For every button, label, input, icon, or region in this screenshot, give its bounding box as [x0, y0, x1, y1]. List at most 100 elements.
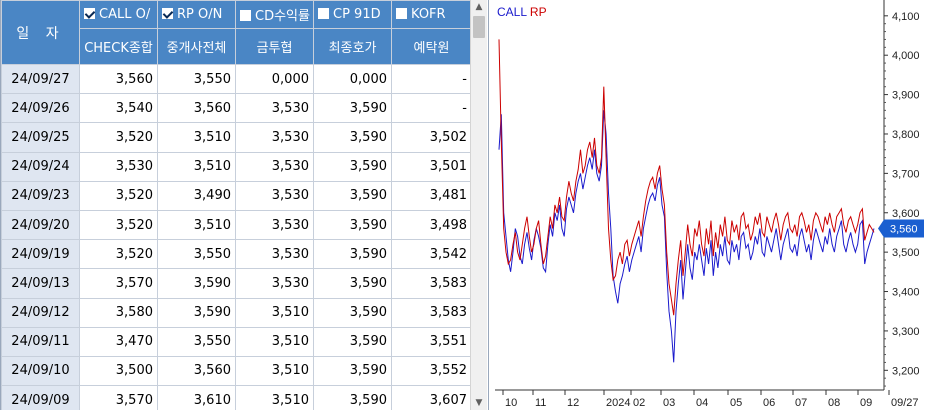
cell-call-on[interactable]: 3,530 — [79, 151, 158, 182]
cell-call-on[interactable]: 3,520 — [79, 209, 158, 241]
checkbox-kofr[interactable] — [396, 8, 407, 19]
cell-cp-91d[interactable]: 3,590 — [313, 326, 392, 357]
column-header-cd-yield[interactable]: CD수익률 — [235, 0, 314, 29]
table-vertical-scrollbar[interactable]: ▲ ▼ — [470, 0, 487, 410]
cell-kofr[interactable]: 3,498 — [391, 209, 470, 241]
cell-cd-yield[interactable]: 3,510 — [235, 355, 314, 387]
cell-kofr[interactable]: 3,542 — [391, 239, 470, 270]
row-date-cell[interactable]: 24/09/12 — [1, 297, 80, 328]
cell-rp-on[interactable]: 3,560 — [157, 355, 236, 387]
cell-call-on[interactable]: 3,540 — [79, 93, 158, 124]
cell-cd-yield[interactable]: 3,530 — [235, 268, 314, 299]
cell-kofr[interactable]: 3,583 — [391, 297, 470, 328]
cell-cd-yield[interactable]: 3,530 — [235, 151, 314, 182]
table-row[interactable]: 24/09/12 3,580 3,590 3,510 3,590 3,583 — [1, 297, 470, 328]
row-date-cell[interactable]: 24/09/13 — [1, 268, 80, 299]
cell-cp-91d[interactable]: 3,590 — [313, 385, 392, 410]
cell-cp-91d[interactable]: 3,590 — [313, 209, 392, 241]
cell-call-on[interactable]: 3,500 — [79, 355, 158, 387]
row-date-cell[interactable]: 24/09/20 — [1, 209, 80, 241]
cell-kofr[interactable]: - — [391, 93, 470, 124]
table-row[interactable]: 24/09/24 3,530 3,510 3,530 3,590 3,501 — [1, 151, 470, 182]
row-date-cell[interactable]: 24/09/25 — [1, 122, 80, 153]
table-row[interactable]: 24/09/20 3,520 3,510 3,530 3,590 3,498 — [1, 209, 470, 241]
cell-cp-91d[interactable]: 3,590 — [313, 268, 392, 299]
cell-cp-91d[interactable]: 3,590 — [313, 180, 392, 211]
cell-cd-yield[interactable]: 3,510 — [235, 326, 314, 357]
cell-rp-on[interactable]: 3,510 — [157, 209, 236, 241]
cell-call-on[interactable]: 3,520 — [79, 239, 158, 270]
table-row[interactable]: 24/09/23 3,520 3,490 3,530 3,590 3,481 — [1, 180, 470, 211]
cell-kofr[interactable]: 3,552 — [391, 355, 470, 387]
cell-kofr[interactable]: 3,502 — [391, 122, 470, 153]
cell-cp-91d[interactable]: 0,000 — [313, 63, 392, 95]
cell-cp-91d[interactable]: 3,590 — [313, 239, 392, 270]
row-date-cell[interactable]: 24/09/10 — [1, 355, 80, 387]
cell-rp-on[interactable]: 3,590 — [157, 268, 236, 299]
cell-cd-yield[interactable]: 3,530 — [235, 122, 314, 153]
checkbox-cd-yield[interactable] — [240, 10, 251, 21]
cell-call-on[interactable]: 3,570 — [79, 385, 158, 410]
table-row[interactable]: 24/09/11 3,470 3,550 3,510 3,590 3,551 — [1, 326, 470, 357]
cell-rp-on[interactable]: 3,490 — [157, 180, 236, 211]
table-row[interactable]: 24/09/27 3,560 3,550 0,000 0,000- — [1, 63, 470, 95]
cell-kofr[interactable]: 3,501 — [391, 151, 470, 182]
row-date-cell[interactable]: 24/09/11 — [1, 326, 80, 357]
table-row[interactable]: 24/09/25 3,520 3,510 3,530 3,590 3,502 — [1, 122, 470, 153]
table-row[interactable]: 24/09/26 3,540 3,560 3,530 3,590- — [1, 93, 470, 124]
cell-rp-on[interactable]: 3,510 — [157, 122, 236, 153]
scroll-up-arrow-icon[interactable]: ▲ — [475, 2, 483, 12]
scrollbar-thumb[interactable] — [473, 16, 485, 38]
cell-rp-on[interactable]: 3,560 — [157, 93, 236, 124]
column-header-cp-91d[interactable]: CP 91D — [313, 0, 392, 29]
cell-rp-on[interactable]: 3,550 — [157, 63, 236, 95]
cell-cp-91d[interactable]: 3,590 — [313, 151, 392, 182]
column-header-rp-on[interactable]: RP O/N — [157, 0, 236, 29]
table-row[interactable]: 24/09/19 3,520 3,550 3,530 3,590 3,542 — [1, 239, 470, 270]
cell-cd-yield[interactable]: 3,530 — [235, 93, 314, 124]
cell-cd-yield[interactable]: 3,530 — [235, 180, 314, 211]
cell-rp-on[interactable]: 3,550 — [157, 326, 236, 357]
cell-call-on[interactable]: 3,520 — [79, 122, 158, 153]
cell-call-on[interactable]: 3,470 — [79, 326, 158, 357]
row-date-cell[interactable]: 24/09/09 — [1, 385, 80, 410]
cell-kofr[interactable]: 3,607 — [391, 385, 470, 410]
cell-kofr[interactable]: 3,481 — [391, 180, 470, 211]
cell-call-on[interactable]: 3,560 — [79, 63, 158, 95]
checkbox-call-on[interactable] — [84, 8, 95, 19]
cell-cp-91d[interactable]: 3,590 — [313, 297, 392, 328]
row-date-cell[interactable]: 24/09/26 — [1, 93, 80, 124]
cell-cd-yield[interactable]: 3,530 — [235, 209, 314, 241]
column-header-kofr[interactable]: KOFR — [391, 0, 470, 29]
row-date-cell[interactable]: 24/09/27 — [1, 63, 80, 95]
date-column-header[interactable]: 일 자 — [1, 0, 80, 65]
column-header-call-on[interactable]: CALL O/ — [79, 0, 158, 29]
cell-cd-yield[interactable]: 0,000 — [235, 63, 314, 95]
row-date-cell[interactable]: 24/09/24 — [1, 151, 80, 182]
y-tick-label: 3,400 — [892, 287, 920, 299]
table-row[interactable]: 24/09/13 3,570 3,590 3,530 3,590 3,583 — [1, 268, 470, 299]
checkbox-rp-on[interactable] — [162, 8, 173, 19]
cell-rp-on[interactable]: 3,550 — [157, 239, 236, 270]
cell-call-on[interactable]: 3,520 — [79, 180, 158, 211]
scroll-down-arrow-icon[interactable]: ▼ — [475, 398, 483, 408]
cell-kofr[interactable]: - — [391, 63, 470, 95]
checkbox-cp-91d[interactable] — [318, 8, 329, 19]
row-date-cell[interactable]: 24/09/23 — [1, 180, 80, 211]
cell-rp-on[interactable]: 3,590 — [157, 297, 236, 328]
cell-rp-on[interactable]: 3,510 — [157, 151, 236, 182]
cell-cd-yield[interactable]: 3,510 — [235, 297, 314, 328]
cell-cd-yield[interactable]: 3,510 — [235, 385, 314, 410]
table-row[interactable]: 24/09/09 3,570 3,610 3,510 3,590 3,607 — [1, 385, 470, 410]
cell-call-on[interactable]: 3,580 — [79, 297, 158, 328]
cell-rp-on[interactable]: 3,610 — [157, 385, 236, 410]
cell-cp-91d[interactable]: 3,590 — [313, 355, 392, 387]
table-row[interactable]: 24/09/10 3,500 3,560 3,510 3,590 3,552 — [1, 355, 470, 387]
cell-call-on[interactable]: 3,570 — [79, 268, 158, 299]
cell-cp-91d[interactable]: 3,590 — [313, 93, 392, 124]
cell-kofr[interactable]: 3,583 — [391, 268, 470, 299]
cell-kofr[interactable]: 3,551 — [391, 326, 470, 357]
row-date-cell[interactable]: 24/09/19 — [1, 239, 80, 270]
cell-cp-91d[interactable]: 3,590 — [313, 122, 392, 153]
cell-cd-yield[interactable]: 3,530 — [235, 239, 314, 270]
